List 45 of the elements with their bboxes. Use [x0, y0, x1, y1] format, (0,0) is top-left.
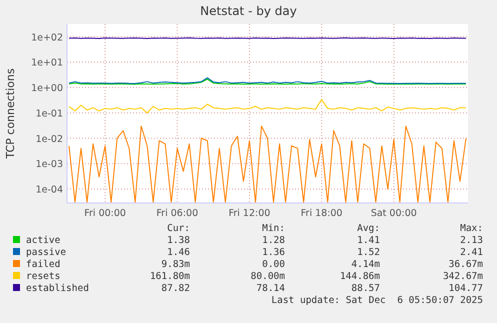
text: Max:	[460, 223, 483, 234]
text: 104.77	[448, 283, 483, 294]
line-series	[68, 98, 466, 114]
text: 1.46	[167, 247, 190, 258]
y-axis-title: TCP connections	[4, 68, 17, 160]
y-tick-label: 1e+01	[31, 58, 63, 69]
y-tick-label: 1e+00	[31, 83, 63, 94]
x-tick-label: Fri 00:00	[84, 208, 126, 219]
text: 1.36	[262, 247, 286, 258]
text: 1.38	[167, 235, 190, 246]
text: Avg:	[357, 223, 380, 234]
text: 9.83m	[161, 259, 190, 270]
legend-label: passive	[26, 247, 66, 258]
y-tick-label: 1e-03	[36, 159, 63, 170]
x-tick-label: Fri 12:00	[228, 208, 270, 219]
x-tick-label: Fri 18:00	[300, 208, 342, 219]
text: 4.14m	[351, 259, 380, 270]
text: 88.57	[351, 283, 380, 294]
text: Last update: Sat Dec 6 05:50:07 2025	[271, 295, 483, 306]
y-tick-label: 1e+02	[31, 32, 63, 44]
text: 1.52	[357, 247, 380, 258]
text: 342.67m	[442, 271, 484, 282]
legend-label: established	[26, 283, 89, 294]
text: 1.41	[357, 235, 380, 246]
y-tick-label: 1e-02	[36, 134, 63, 145]
y-tick-label: 1e-04	[36, 184, 63, 196]
legend-label: failed	[26, 259, 60, 270]
x-tick-label: Fri 06:00	[156, 208, 198, 219]
text: 36.67m	[448, 259, 484, 270]
text: 78.14	[256, 283, 286, 294]
y-tick-label: 1e-01	[36, 108, 63, 120]
text: 87.82	[161, 283, 190, 294]
chart-title: Netstat - by day	[200, 4, 297, 18]
text: 144.86m	[340, 271, 380, 282]
text: Cur:	[167, 223, 190, 234]
x-tick-label: Sat 00:00	[370, 208, 417, 219]
legend-label: active	[26, 235, 61, 246]
legend-label: resets	[26, 271, 60, 282]
text: 2.41	[460, 247, 484, 258]
text: 1.28	[262, 235, 286, 246]
text: 0.00	[262, 259, 286, 270]
text: 2.13	[460, 235, 483, 246]
text: Min:	[262, 223, 285, 234]
text: 80.00m	[250, 271, 286, 282]
text: 161.80m	[150, 271, 190, 282]
